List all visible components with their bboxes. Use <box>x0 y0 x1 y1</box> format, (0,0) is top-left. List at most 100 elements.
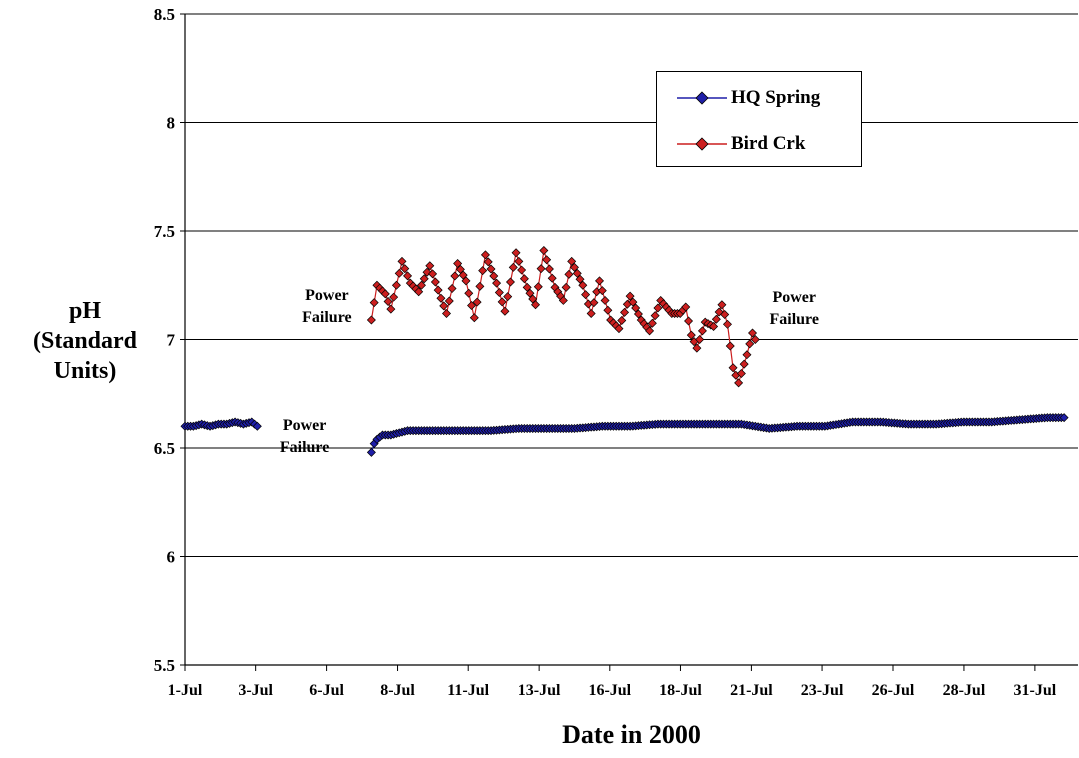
axes <box>184 14 1078 666</box>
x-axis-label: Date in 2000 <box>562 720 701 749</box>
data-point <box>425 261 435 271</box>
data-point <box>595 276 605 286</box>
data-point <box>547 273 557 283</box>
data-point <box>625 291 635 301</box>
data-point <box>525 288 535 298</box>
data-point <box>433 285 443 295</box>
y-axis-label: pH (Standard Units) <box>32 298 138 384</box>
x-tick-label: 23-Jul <box>801 682 844 699</box>
data-point <box>531 300 541 310</box>
legend-entry-hq-spring: HQ Spring <box>677 86 820 110</box>
x-tick-label: 1-Jul <box>168 682 203 699</box>
data-point <box>720 310 730 320</box>
data-point <box>739 359 749 369</box>
x-tick-label: 11-Jul <box>447 682 489 699</box>
data-point <box>728 363 738 373</box>
data-point <box>697 326 707 336</box>
x-tick-label: 16-Jul <box>588 682 631 699</box>
data-point <box>478 266 488 276</box>
x-tick-label: 8-Jul <box>380 682 415 699</box>
data-point <box>681 302 691 312</box>
data-point <box>497 297 507 307</box>
data-point <box>391 280 401 290</box>
data-point <box>505 277 515 287</box>
data-point <box>569 262 579 272</box>
annotation-power-failure: Power Failure <box>302 286 352 326</box>
data-point <box>458 270 468 280</box>
data-point <box>1059 413 1069 423</box>
data-point <box>686 330 696 340</box>
y-tick-label: 8.5 <box>154 5 175 24</box>
data-point <box>469 313 479 323</box>
data-point <box>650 311 660 321</box>
data-point <box>442 308 451 318</box>
data-point <box>366 315 376 325</box>
data-point <box>447 284 457 293</box>
data-point <box>544 264 554 274</box>
data-point <box>414 287 424 297</box>
data-point <box>748 328 758 338</box>
data-point <box>519 274 529 284</box>
data-point <box>489 271 499 281</box>
data-point <box>464 288 474 298</box>
data-point <box>617 316 627 326</box>
data-point <box>586 308 596 318</box>
data-point <box>517 265 527 275</box>
data-point <box>508 262 518 272</box>
legend-entry-bird-crk: Bird Crk <box>677 132 805 156</box>
x-tick-labels: 1-Jul 3-Jul 6-Jul 8-Jul 11-Jul 13-Jul 16-Jul 18… <box>168 665 1057 699</box>
data-point <box>436 293 446 303</box>
data-point <box>695 335 705 344</box>
data-point <box>631 303 641 313</box>
data-point <box>428 269 438 279</box>
data-point <box>528 294 538 304</box>
legend-swatch-hq-spring <box>677 91 727 105</box>
data-point <box>628 297 638 307</box>
annotation-power-failure: Power Failure <box>279 417 330 457</box>
data-point <box>455 264 465 274</box>
data-point <box>750 335 760 344</box>
gridlines <box>180 13 1078 666</box>
legend-label-hq-spring: HQ Spring <box>731 87 821 108</box>
data-point <box>575 274 585 284</box>
data-point <box>533 282 543 292</box>
data-point <box>572 268 582 278</box>
data-point <box>403 271 413 281</box>
data-point <box>711 314 721 324</box>
data-point <box>542 255 552 265</box>
x-tick-label: 21-Jul <box>730 682 773 699</box>
plot-area <box>180 246 1069 457</box>
x-tick-label: 13-Jul <box>518 682 561 699</box>
y-tick-labels: 5.5 6 6.5 7 7.5 8 8.5 <box>154 5 176 675</box>
data-point <box>386 304 396 314</box>
data-point <box>745 339 755 349</box>
data-point <box>539 246 549 256</box>
y-tick-label: 7.5 <box>154 222 175 241</box>
x-tick-label: 6-Jul <box>309 682 344 699</box>
data-point <box>597 286 607 296</box>
data-point <box>709 321 719 331</box>
data-point <box>742 350 752 360</box>
y-tick-label: 7 <box>167 331 176 350</box>
data-point <box>514 256 524 266</box>
data-point <box>511 248 521 258</box>
y-tick-label: 6 <box>167 548 176 567</box>
data-point <box>600 295 610 305</box>
data-point <box>578 280 588 290</box>
data-point <box>647 318 657 328</box>
data-point <box>581 290 591 300</box>
data-point <box>475 281 485 291</box>
data-point <box>522 282 532 292</box>
data-point <box>397 256 407 266</box>
data-point <box>492 278 502 288</box>
data-point <box>389 292 399 302</box>
legend: HQ Spring Bird Crk <box>656 71 862 167</box>
data-point <box>620 307 630 317</box>
data-point <box>252 421 262 431</box>
data-point <box>419 274 429 284</box>
x-tick-label: 18-Jul <box>659 682 702 699</box>
data-point <box>734 378 744 388</box>
series-bird-crk <box>366 246 760 388</box>
x-tick-label: 28-Jul <box>943 682 986 699</box>
data-point <box>725 341 735 351</box>
